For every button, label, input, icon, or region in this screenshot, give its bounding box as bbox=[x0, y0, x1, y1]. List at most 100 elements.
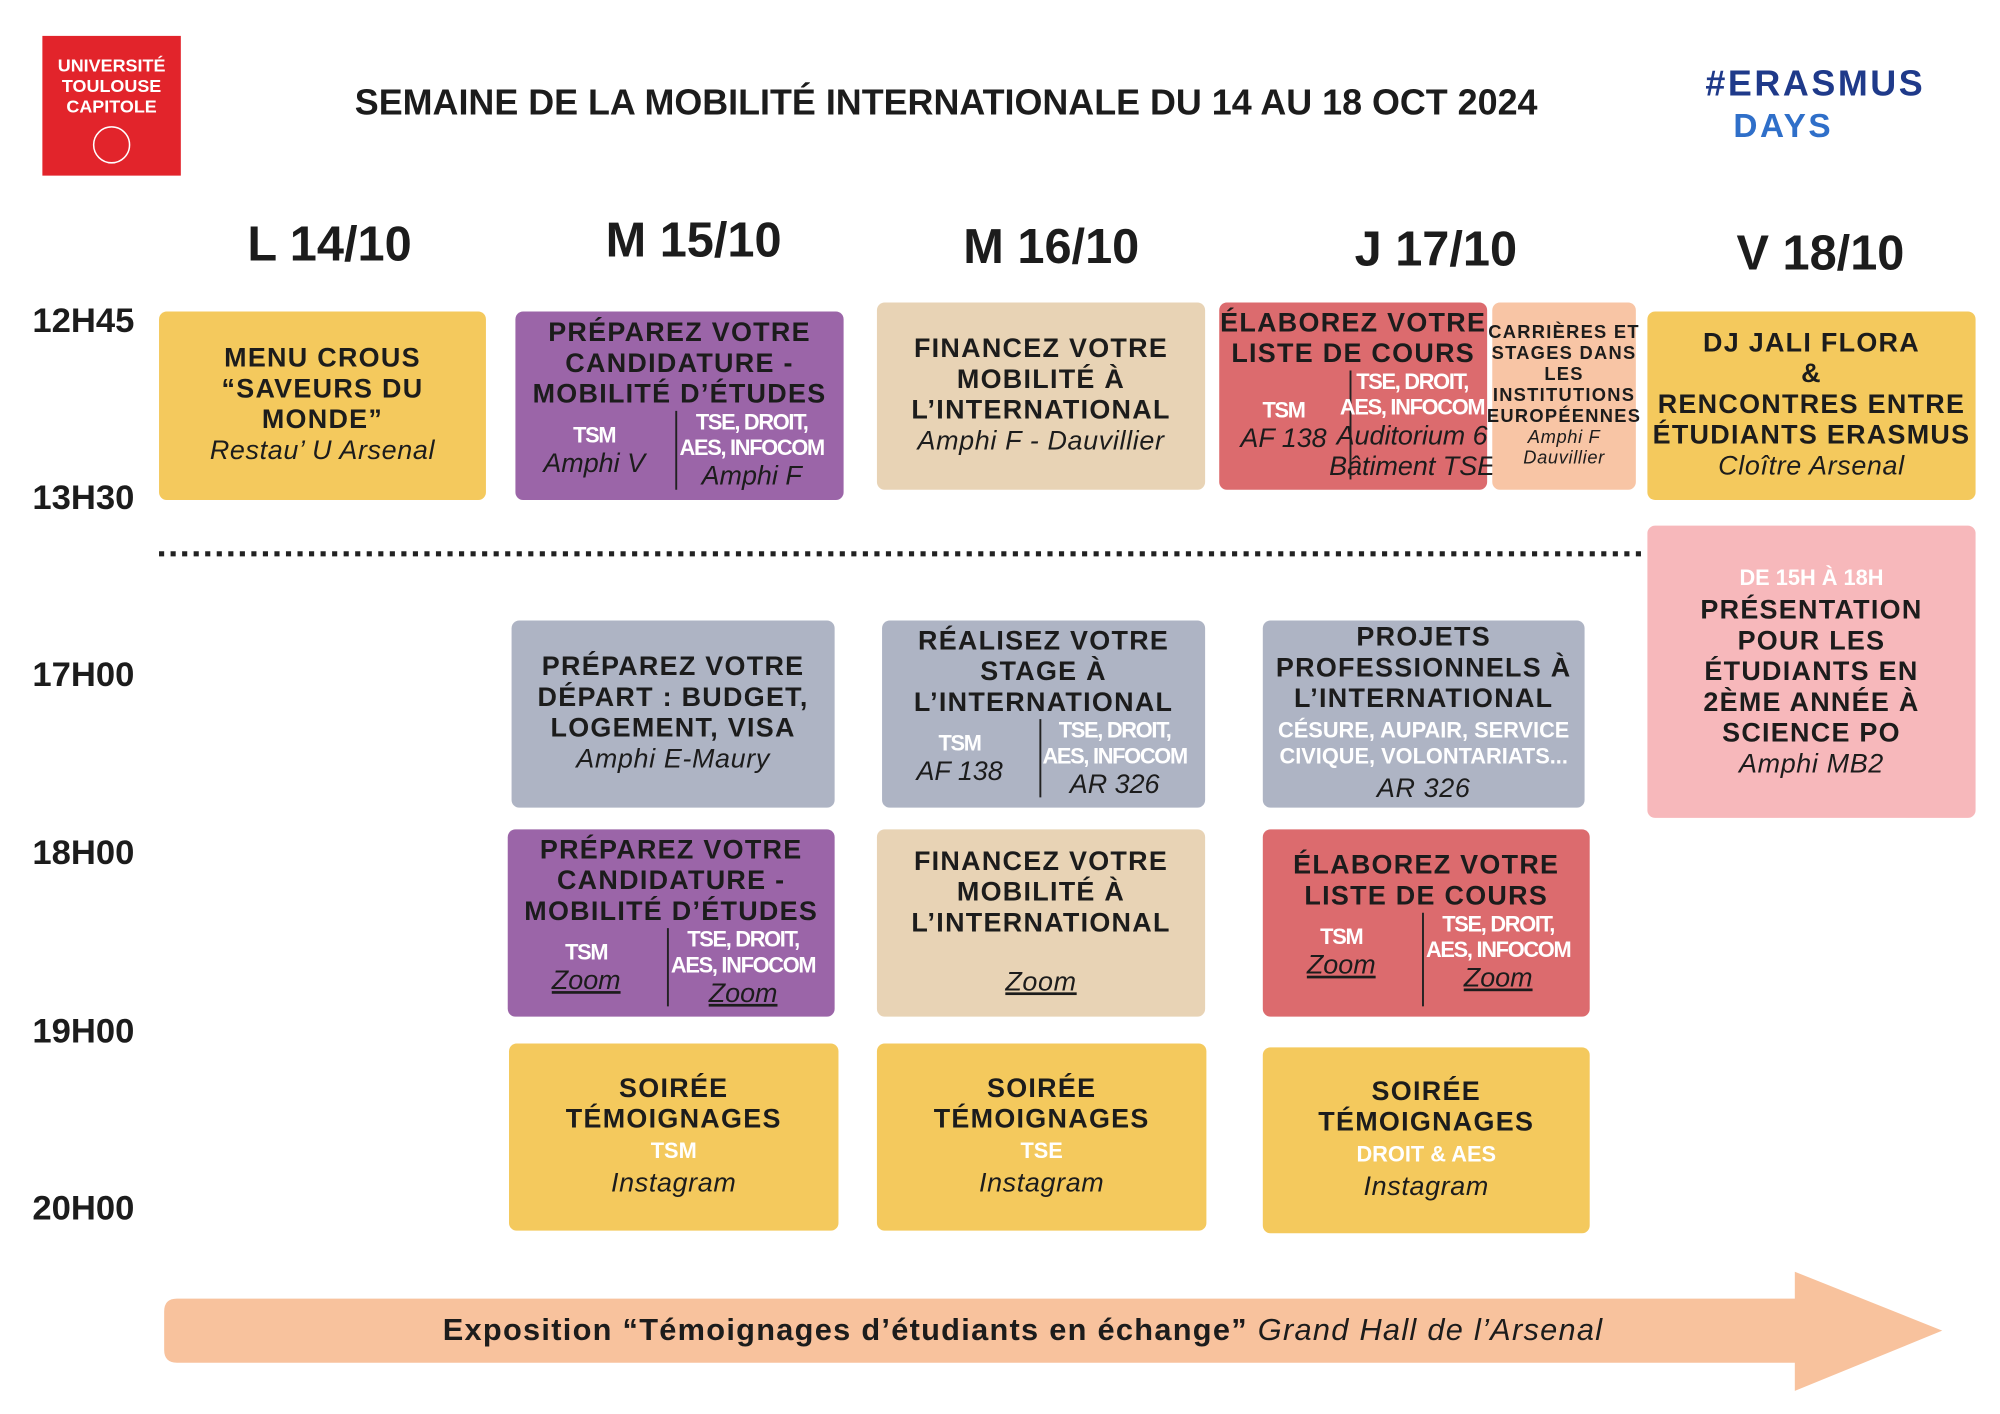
event-box bbox=[159, 311, 486, 500]
column-label: TSE, DROIT, bbox=[696, 409, 808, 434]
column-label: AES, INFOCOM bbox=[1042, 743, 1186, 768]
event-title: POUR LES bbox=[1738, 625, 1886, 655]
event-box bbox=[1262, 1047, 1590, 1234]
column-place: AF 138 bbox=[1238, 423, 1326, 453]
event-title: LES bbox=[1544, 363, 1583, 384]
event-title: MENU CROUS bbox=[224, 343, 421, 373]
column-label: TSM bbox=[1320, 924, 1362, 949]
event-title: MOBILITÉ D’ÉTUDES bbox=[524, 895, 818, 926]
logo-text: UNIVERSITÉ bbox=[58, 54, 166, 75]
column-place: Bâtiment TSE bbox=[1329, 451, 1496, 481]
event-title: INSTITUTIONS bbox=[1493, 384, 1635, 405]
event-title: ÉTUDIANTS ERASMUS bbox=[1653, 419, 1971, 450]
time-label: 17H00 bbox=[32, 656, 134, 694]
event-title: FINANCEZ VOTRE bbox=[914, 846, 1168, 876]
event-title: RENCONTRES ENTRE bbox=[1658, 389, 1966, 419]
column-label: TSM bbox=[573, 422, 615, 447]
event-title: MOBILITÉ À bbox=[957, 876, 1125, 907]
event-title: & bbox=[1801, 358, 1822, 388]
event-title: PRÉSENTATION bbox=[1700, 594, 1922, 625]
logo-box bbox=[42, 35, 181, 176]
event-title: “SAVEURS DU bbox=[221, 373, 423, 403]
column-label: AES, INFOCOM bbox=[680, 435, 824, 460]
event-box bbox=[1647, 311, 1976, 500]
time-label: 19H00 bbox=[32, 1012, 134, 1050]
event-title: EUROPÉENNES bbox=[1487, 405, 1641, 426]
event-box bbox=[511, 620, 835, 808]
event-note: DROIT & AES bbox=[1356, 1141, 1496, 1166]
event-title: ÉLABOREZ VOTRE bbox=[1293, 849, 1559, 880]
event-title: RÉALISEZ VOTRE bbox=[918, 624, 1169, 655]
logo-seal bbox=[92, 126, 131, 164]
event-title: L’INTERNATIONAL bbox=[914, 687, 1173, 717]
event-title: CARRIÈRES ET bbox=[1488, 321, 1640, 342]
event-place: Zoom bbox=[1004, 966, 1076, 996]
event-title: SOIRÉE bbox=[1372, 1075, 1481, 1106]
event-title: MOBILITÉ À bbox=[957, 363, 1125, 394]
event-box bbox=[882, 620, 1206, 808]
event-box bbox=[876, 1043, 1207, 1231]
logo-text: CAPITOLE bbox=[66, 96, 156, 116]
event-box bbox=[1262, 620, 1585, 808]
banner-title: Exposition “Témoignages d’étudiants en é… bbox=[443, 1312, 1258, 1347]
event-place: Amphi F - Dauvillier bbox=[915, 425, 1164, 455]
event-place: Amphi F bbox=[1527, 426, 1602, 447]
event-title: PROFESSIONNELS À bbox=[1276, 651, 1572, 682]
event-title: SCIENCE PO bbox=[1722, 718, 1901, 748]
event-box bbox=[507, 829, 835, 1017]
day-header: L 14/10 bbox=[247, 217, 411, 271]
event-title: DJ JALI FLORA bbox=[1703, 327, 1920, 357]
banner-place: Grand Hall de l’Arsenal bbox=[1258, 1312, 1604, 1347]
time-label: 20H00 bbox=[32, 1189, 134, 1227]
event-title: FINANCEZ VOTRE bbox=[914, 333, 1168, 363]
event-title: L’INTERNATIONAL bbox=[911, 907, 1170, 937]
column-place: Zoom bbox=[1306, 950, 1376, 980]
event-title: LISTE DE COURS bbox=[1231, 338, 1475, 368]
column-label: AES, INFOCOM bbox=[1426, 937, 1570, 962]
event-title: MOBILITÉ D’ÉTUDES bbox=[533, 378, 827, 409]
event-box bbox=[876, 829, 1206, 1017]
event-title: LOGEMENT, VISA bbox=[551, 713, 796, 743]
time-label: 13H30 bbox=[32, 479, 134, 517]
column-label: AES, INFOCOM bbox=[671, 952, 815, 977]
event-title: CANDIDATURE - bbox=[557, 865, 785, 895]
column-place: Zoom bbox=[1463, 963, 1533, 993]
event-box bbox=[1219, 302, 1488, 490]
day-header: J 17/10 bbox=[1355, 222, 1518, 276]
event-box bbox=[1262, 829, 1590, 1017]
column-label: AES, INFOCOM bbox=[1340, 395, 1484, 420]
event-box bbox=[1647, 525, 1976, 818]
event-title: 2ÈME ANNÉE À bbox=[1703, 686, 1919, 717]
column-label: TSE, DROIT, bbox=[1356, 369, 1468, 394]
event-title: TÉMOIGNAGES bbox=[566, 1103, 782, 1134]
event-place: Instagram bbox=[1364, 1171, 1489, 1201]
event-title: MONDE” bbox=[262, 404, 383, 434]
column-place: Amphi V bbox=[541, 448, 648, 478]
event-title: STAGE À bbox=[980, 655, 1107, 686]
column-label: TSE, DROIT, bbox=[687, 927, 799, 952]
event-note: DE 15H À 18H bbox=[1739, 565, 1883, 590]
event-title: PRÉPAREZ VOTRE bbox=[542, 650, 805, 681]
time-label: 18H00 bbox=[32, 834, 134, 872]
event-place: AR 326 bbox=[1375, 773, 1471, 803]
day-header: M 15/10 bbox=[606, 213, 782, 267]
event-title: SOIRÉE bbox=[987, 1072, 1096, 1103]
event-box bbox=[509, 1043, 839, 1231]
event-place: Amphi MB2 bbox=[1737, 748, 1884, 778]
event-title: LISTE DE COURS bbox=[1304, 880, 1548, 910]
event-note: TSM bbox=[651, 1138, 697, 1163]
event-place: Dauvillier bbox=[1523, 447, 1605, 468]
event-title: PROJETS bbox=[1356, 622, 1491, 652]
column-label: TSE, DROIT, bbox=[1059, 718, 1171, 743]
erasmus-days: DAYS bbox=[1733, 108, 1833, 145]
logo-text: TOULOUSE bbox=[62, 76, 161, 96]
event-title: TÉMOIGNAGES bbox=[1318, 1106, 1534, 1137]
column-place: Amphi F bbox=[700, 461, 804, 491]
day-header: V 18/10 bbox=[1737, 226, 1905, 280]
erasmus-tag: #ERASMUS bbox=[1705, 63, 1925, 103]
column-label: TSM bbox=[939, 731, 981, 756]
event-note: TSE bbox=[1020, 1138, 1062, 1163]
banner-arrow bbox=[164, 1271, 1943, 1391]
